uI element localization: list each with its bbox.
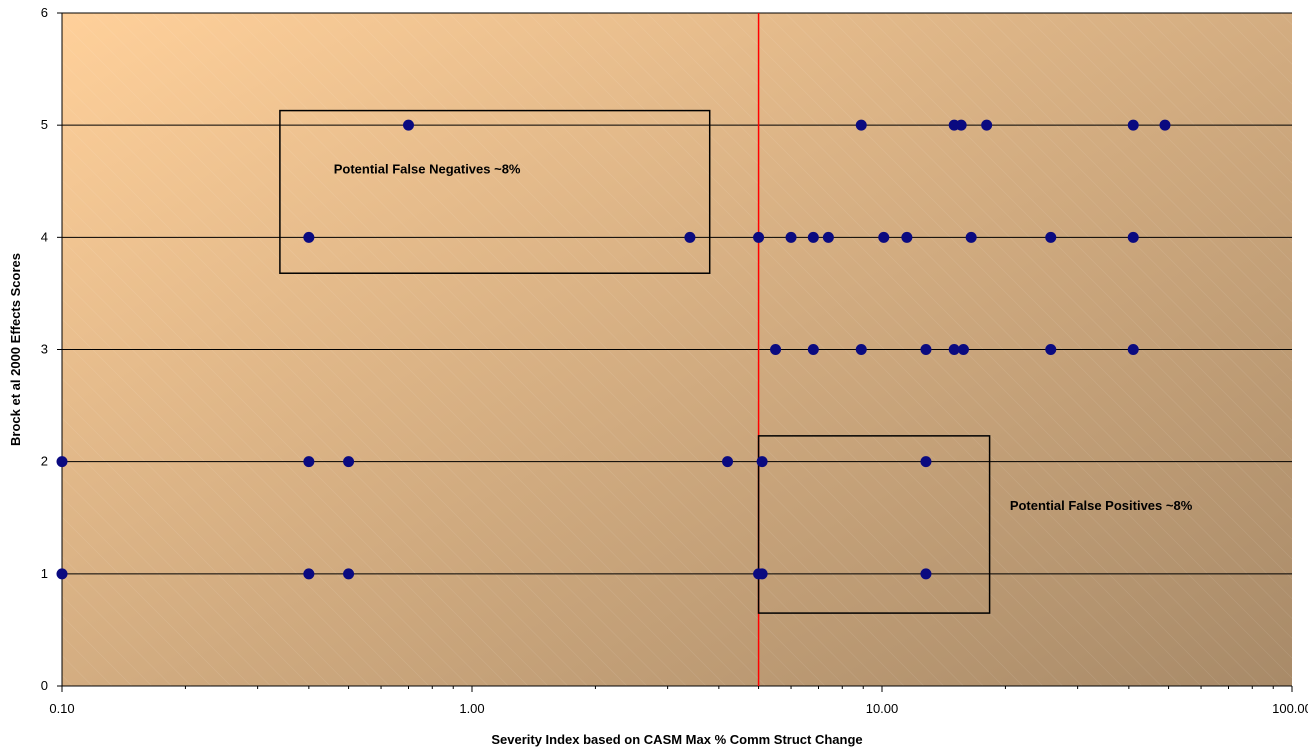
x-tick-label: 0.10 [49, 701, 74, 716]
data-points [56, 119, 1171, 580]
data-point [920, 568, 932, 580]
annotation-box [279, 109, 711, 274]
y-tick-label: 2 [41, 454, 48, 469]
data-point [920, 344, 932, 355]
data-point [901, 231, 913, 243]
data-point [722, 456, 734, 468]
data-point [1159, 119, 1171, 131]
y-tick-label: 6 [41, 5, 48, 20]
data-point [303, 568, 315, 580]
y-tick-label: 3 [41, 342, 48, 357]
data-point [1127, 119, 1139, 131]
x-tick-label: 1.00 [459, 701, 484, 716]
data-point [965, 231, 977, 243]
data-point [756, 456, 768, 468]
data-point [303, 231, 315, 243]
annotations: Potential False Negatives ~8% Potential F… [279, 109, 1193, 614]
annotation-label: Potential False Negatives ~8% [334, 161, 521, 176]
gridlines [62, 12, 1292, 575]
x-axis-title: Severity Index based on CASM Max % Comm … [491, 732, 862, 747]
data-point [955, 119, 967, 131]
data-point [920, 456, 932, 468]
data-point [770, 344, 782, 355]
data-point [878, 231, 890, 243]
data-point [785, 231, 797, 243]
data-point [343, 456, 355, 468]
data-point [56, 568, 68, 580]
y-tick-label: 1 [41, 566, 48, 581]
data-point [753, 231, 765, 243]
data-point [684, 231, 696, 243]
data-point [957, 344, 969, 355]
data-point [1127, 344, 1139, 355]
x-tick-label: 10.00 [866, 701, 899, 716]
data-point [303, 456, 315, 468]
data-point [855, 344, 867, 355]
data-point [1045, 344, 1057, 355]
data-point [807, 344, 819, 355]
annotation-label: Potential False Positives ~8% [1010, 498, 1193, 513]
y-tick-label: 5 [41, 117, 48, 132]
y-tick-label: 0 [41, 678, 48, 693]
data-point [948, 344, 960, 355]
y-tick-label: 4 [41, 229, 48, 244]
data-point [756, 568, 768, 580]
data-point [343, 568, 355, 580]
data-point [807, 231, 819, 243]
annotation-box [757, 435, 991, 614]
y-axis-title: Brock et al 2000 Effects Scores [8, 253, 23, 446]
data-point [981, 119, 993, 131]
data-point [402, 119, 414, 131]
data-point [855, 119, 867, 131]
x-tick-label: 100.00 [1272, 701, 1308, 716]
data-point [1045, 231, 1057, 243]
data-point [822, 231, 834, 243]
data-point [56, 456, 68, 468]
data-point [1127, 231, 1139, 243]
